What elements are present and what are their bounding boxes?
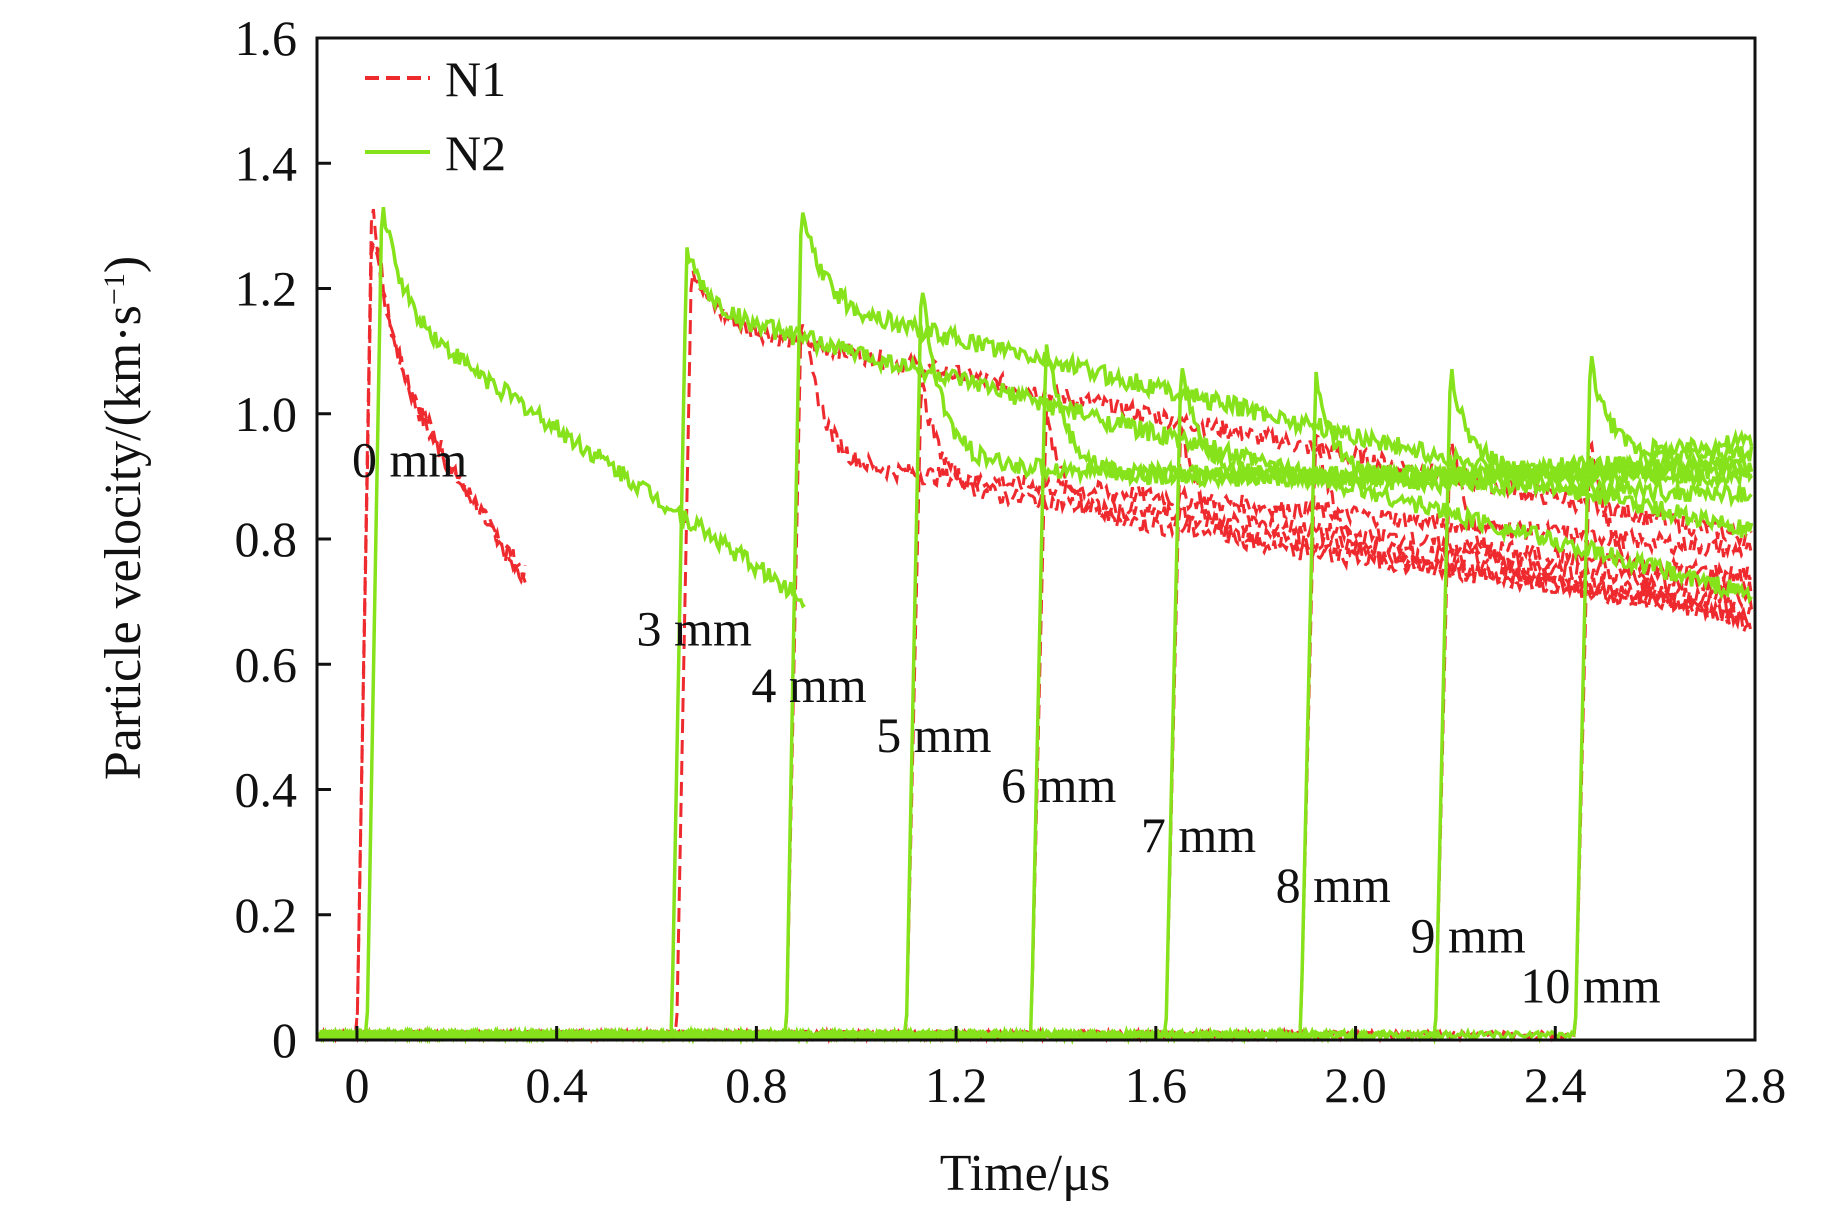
gauge-label-8: 10 mm bbox=[1520, 957, 1660, 1013]
curve-n2-0 bbox=[318, 207, 806, 1044]
curve-n1-5 bbox=[318, 410, 1753, 1044]
y-axis-title-main: Particle velocity/(km·s bbox=[95, 305, 152, 780]
legend-label-n2: N2 bbox=[445, 125, 506, 181]
x-tick-label: 1.2 bbox=[925, 1057, 988, 1113]
y-tick-label: 0 bbox=[272, 1012, 297, 1068]
y-tick-label: 0.8 bbox=[235, 511, 298, 567]
y-axis-ticks: 0 0.2 0.4 0.6 0.8 1.0 1.2 1.4 1.6 bbox=[235, 10, 331, 1068]
curve-n2-3 bbox=[317, 292, 1753, 1045]
curve-n2-4 bbox=[319, 344, 1753, 1046]
curve-n1-2 bbox=[318, 270, 1753, 1043]
series-n1 bbox=[318, 208, 1753, 1045]
gauge-label-6: 8 mm bbox=[1276, 857, 1391, 913]
gauge-label-4: 6 mm bbox=[1001, 757, 1116, 813]
velocity-curves bbox=[317, 207, 1754, 1046]
legend-label-n1: N1 bbox=[445, 51, 506, 107]
x-tick-label: 2.4 bbox=[1524, 1057, 1587, 1113]
curve-n2-6 bbox=[318, 371, 1754, 1045]
y-tick-label: 1.2 bbox=[235, 261, 298, 317]
curve-n1-1 bbox=[318, 241, 527, 1041]
gauge-label-2: 4 mm bbox=[751, 657, 866, 713]
gauge-label-1: 3 mm bbox=[637, 600, 752, 656]
x-tick-label: 2.0 bbox=[1324, 1057, 1387, 1113]
curve-n1-6 bbox=[318, 424, 1753, 1044]
curve-n1-0 bbox=[319, 208, 527, 1042]
x-axis-ticks: 0 0.4 0.8 1.2 1.6 2.0 2.4 2.8 bbox=[344, 1026, 1786, 1113]
gauge-label-3: 5 mm bbox=[876, 707, 991, 763]
y-tick-label: 0.4 bbox=[235, 762, 298, 818]
x-tick-label: 1.6 bbox=[1125, 1057, 1188, 1113]
series-n2 bbox=[317, 207, 1754, 1046]
y-tick-label: 1.6 bbox=[235, 10, 298, 66]
gauge-label-0: 0 mm bbox=[352, 431, 467, 487]
x-tick-label: 0 bbox=[344, 1057, 369, 1113]
x-tick-label: 2.8 bbox=[1724, 1057, 1787, 1113]
y-axis-title-superscript: −1 bbox=[98, 273, 131, 305]
y-tick-label: 1.0 bbox=[235, 386, 298, 442]
curve-n1-3 bbox=[318, 324, 1753, 1044]
curve-n2-8 bbox=[319, 356, 1754, 1045]
gauge-label-7: 9 mm bbox=[1410, 907, 1525, 963]
y-tick-label: 1.4 bbox=[235, 135, 298, 191]
x-tick-label: 0.4 bbox=[525, 1057, 588, 1113]
x-tick-label: 0.8 bbox=[725, 1057, 788, 1113]
curve-n2-2 bbox=[318, 212, 1754, 1045]
y-tick-label: 0.2 bbox=[235, 887, 298, 943]
gauge-label-5: 7 mm bbox=[1141, 807, 1256, 863]
legend: N1 N2 bbox=[365, 51, 506, 181]
y-axis-title-close: ) bbox=[95, 256, 152, 273]
y-axis-title: Particle velocity/(km·s−1) bbox=[95, 256, 152, 780]
x-axis-title: Time/μs bbox=[940, 1145, 1110, 1202]
y-tick-label: 0.6 bbox=[235, 636, 298, 692]
curve-n2-1 bbox=[317, 247, 1753, 1044]
